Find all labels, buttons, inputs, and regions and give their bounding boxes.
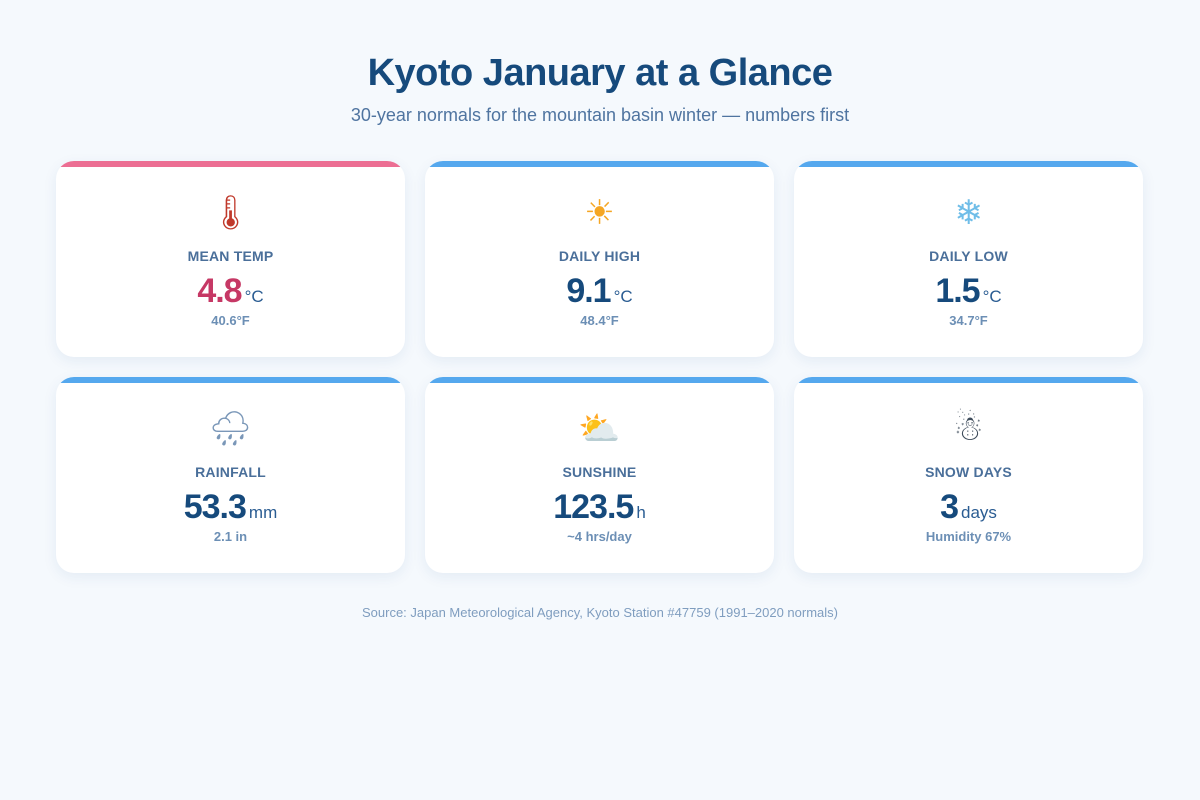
stat-subtext: ~4 hrs/day <box>567 529 632 544</box>
stat-label: DAILY HIGH <box>558 248 641 264</box>
stat-value: 9.1 <box>566 272 611 310</box>
card-accent-bar <box>56 161 405 167</box>
rain-cloud-icon: 🌧 <box>208 409 253 449</box>
stat-unit: °C <box>244 287 264 306</box>
stat-value: 4.8 <box>197 272 242 310</box>
stat-label: DAILY LOW <box>929 248 1008 264</box>
stat-value: 53.3 <box>183 488 247 526</box>
card-accent-bar <box>425 377 774 383</box>
card-accent-bar <box>794 161 1143 167</box>
stat-subtext: 2.1 in <box>213 529 248 544</box>
stats-grid: 🌡 MEAN TEMP 4.8 °C 40.6°F ☀ DAILY HIGH 9.… <box>56 161 1144 573</box>
stat-value-row: 1.5 °C <box>794 271 1143 318</box>
sun-behind-cloud-icon: ⛅ <box>578 409 621 449</box>
stat-value-row: 123.5 h <box>425 487 774 534</box>
card-accent-bar <box>56 377 405 383</box>
stat-value: 1.5 <box>935 272 980 310</box>
page-subtitle: 30-year normals for the mountain basin w… <box>350 105 850 125</box>
stat-subtext: 34.7°F <box>949 313 988 328</box>
stat-label: MEAN TEMP <box>187 248 274 264</box>
snowflake-icon: ❄ <box>954 193 983 233</box>
stat-unit: mm <box>248 503 278 522</box>
stat-value: 123.5 <box>553 488 634 526</box>
stat-card-daily-high: ☀ DAILY HIGH 9.1 °C 48.4°F <box>425 161 774 357</box>
stat-subtext: Humidity 67% <box>925 529 1012 544</box>
thermometer-icon: 🌡 <box>208 193 253 233</box>
stat-value: 3 <box>940 488 959 526</box>
snowman-icon: ☃ <box>953 409 984 449</box>
stat-card-daily-low: ❄ DAILY LOW 1.5 °C 34.7°F <box>794 161 1143 357</box>
stat-unit: °C <box>982 287 1002 306</box>
stat-value-row: 3 days <box>794 487 1143 534</box>
stat-label: RAINFALL <box>195 464 266 480</box>
stat-card-rainfall: 🌧 RAINFALL 53.3 mm 2.1 in <box>56 377 405 573</box>
stat-card-snow-days: ☃ SNOW DAYS 3 days Humidity 67% <box>794 377 1143 573</box>
stat-value-row: 4.8 °C <box>56 271 405 318</box>
source-note: Source: Japan Meteorological Agency, Kyo… <box>361 605 838 620</box>
stat-subtext: 48.4°F <box>580 313 619 328</box>
stat-card-sunshine: ⛅ SUNSHINE 123.5 h ~4 hrs/day <box>425 377 774 573</box>
stat-unit: days <box>961 503 997 522</box>
stat-subtext: 40.6°F <box>211 313 250 328</box>
stat-unit: °C <box>613 287 633 306</box>
stat-value-row: 9.1 °C <box>425 271 774 318</box>
sun-icon: ☀ <box>584 193 615 233</box>
card-accent-bar <box>425 161 774 167</box>
page-title: Kyoto January at a Glance <box>367 52 833 94</box>
stat-label: SNOW DAYS <box>925 464 1012 480</box>
stat-card-mean-temp: 🌡 MEAN TEMP 4.8 °C 40.6°F <box>56 161 405 357</box>
stat-unit: h <box>636 503 646 522</box>
stat-label: SUNSHINE <box>562 464 637 480</box>
stat-value-row: 53.3 mm <box>56 487 405 534</box>
card-accent-bar <box>794 377 1143 383</box>
